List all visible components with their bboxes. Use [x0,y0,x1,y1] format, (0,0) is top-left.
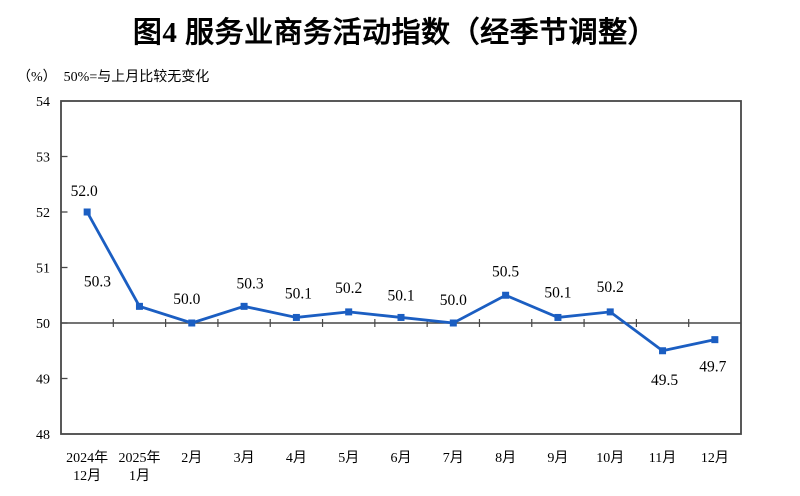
data-point-label: 50.3 [237,275,264,292]
y-axis-tick-label: 50 [36,317,50,332]
data-point-marker [397,313,405,321]
x-axis-tick-label: 10月 [596,450,624,466]
data-point-label: 50.1 [544,284,571,301]
chart-title: 图4 服务业商务活动指数（经季节调整） [132,17,658,49]
reference-note: 50%=与上月比较无变化 [63,70,210,85]
y-axis-tick-label: 49 [36,373,50,388]
x-axis-tick-label: 2025年 [118,450,160,466]
y-axis-tick-label: 53 [36,151,50,166]
y-axis-unit-label: （%） [17,70,57,85]
data-point-label: 49.7 [699,359,726,376]
x-axis-tick-label: 3月 [234,450,255,466]
data-point-marker [83,208,91,216]
x-axis-tick-label: 9月 [547,450,568,466]
data-point-marker [292,313,300,321]
data-point-marker [659,347,667,355]
data-point-label: 50.3 [84,273,111,290]
data-point-marker [345,308,353,316]
x-axis-tick-label: 6月 [391,450,412,466]
y-axis-tick-label: 52 [36,206,50,221]
x-axis-tick-label: 11月 [649,450,676,466]
data-point-marker [502,291,510,299]
data-point-label: 50.0 [173,291,200,308]
plot-frame [60,100,742,435]
data-point-label: 50.1 [285,285,312,302]
x-axis-tick-label: 8月 [495,450,516,466]
x-axis-tick-label: 4月 [286,450,307,466]
data-point-marker [554,313,562,321]
data-point-marker [188,319,196,327]
data-point-marker [135,302,143,310]
data-point-label: 50.5 [492,263,519,280]
data-point-marker [711,336,719,344]
axis-unit-note: （%） 50%=与上月比较无变化 [17,66,209,86]
y-axis-tick-label: 51 [36,262,50,277]
x-axis-tick-label: 1月 [129,468,150,484]
x-axis-tick-label: 5月 [338,450,359,466]
data-point-label: 50.1 [387,287,414,304]
x-axis-tick-label: 2月 [181,450,202,466]
x-axis-tick-label: 12月 [73,468,101,484]
y-axis-tick-label: 54 [36,95,50,110]
data-point-label: 50.2 [335,280,362,297]
data-point-marker [240,302,248,310]
x-axis-tick-label: 7月 [443,450,464,466]
x-axis-tick-label: 12月 [701,450,729,466]
data-point-label: 52.0 [71,183,98,200]
data-point-marker [606,308,614,316]
data-point-label: 50.0 [440,292,467,309]
y-axis-tick-label: 48 [36,428,50,443]
data-point-label: 49.5 [651,372,678,389]
x-axis-tick-label: 2024年 [66,450,108,466]
data-point-label: 50.2 [597,279,624,296]
data-point-marker [449,319,457,327]
